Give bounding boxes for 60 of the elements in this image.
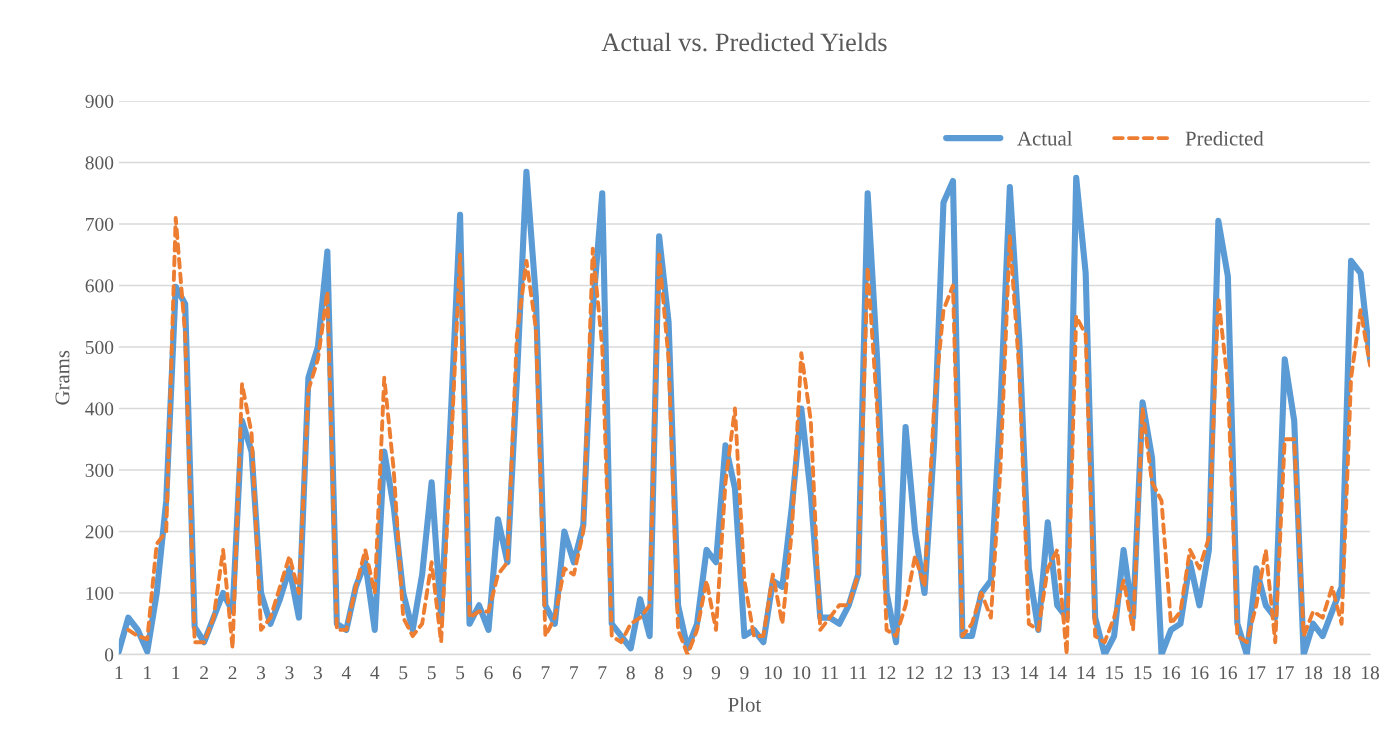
y-tick-label: 500 <box>85 340 114 354</box>
y-tick-label: 300 <box>85 463 114 477</box>
x-tick-label: 10 <box>764 666 782 680</box>
legend-label: Actual <box>1017 130 1073 146</box>
x-tick-label: 1 <box>172 666 180 680</box>
y-axis-title: Grams <box>55 350 70 405</box>
x-tick-label: 4 <box>341 666 351 680</box>
x-tick-label: 3 <box>257 666 266 680</box>
x-tick-label: 11 <box>822 666 838 680</box>
x-tick-label: 12 <box>935 666 953 680</box>
x-tick-label: 5 <box>427 666 436 680</box>
y-tick-label: 200 <box>85 525 114 539</box>
x-tick-label: 8 <box>626 666 635 680</box>
y-tick-label: 700 <box>86 217 114 231</box>
x-tick-label: 3 <box>285 666 294 680</box>
chart-title: Actual vs. Predicted Yields <box>601 32 887 52</box>
x-tick-label: 10 <box>793 666 811 680</box>
x-tick-label: 18 <box>1305 666 1323 680</box>
x-tick-label: 8 <box>655 666 664 680</box>
y-tick-label: 600 <box>85 279 114 293</box>
x-tick-label: 17 <box>1276 666 1294 680</box>
x-tick-label: 14 <box>1049 666 1067 680</box>
x-tick-label: 16 <box>1191 666 1209 680</box>
x-tick-label: 18 <box>1333 666 1351 680</box>
x-tick-label: 14 <box>1020 666 1039 680</box>
y-tick-label: 400 <box>85 402 114 416</box>
x-tick-label: 13 <box>992 666 1010 680</box>
x-tick-label: 2 <box>228 666 237 680</box>
x-tick-label: 11 <box>850 666 867 680</box>
x-tick-label: 5 <box>399 666 408 680</box>
x-tick-label: 12 <box>907 666 924 680</box>
x-tick-label: 15 <box>1134 666 1152 680</box>
x-tick-label: 4 <box>370 666 380 680</box>
x-tick-label: 9 <box>711 666 721 680</box>
y-tick-label: 0 <box>104 648 114 662</box>
x-tick-label: 15 <box>1106 666 1124 680</box>
x-tick-label: 5 <box>456 666 465 680</box>
x-tick-label: 16 <box>1219 666 1237 680</box>
x-tick-label: 6 <box>512 666 522 680</box>
x-tick-label: 1 <box>144 666 151 680</box>
y-tick-label: 900 <box>85 94 114 108</box>
x-tick-label: 16 <box>1162 666 1181 680</box>
x-tick-label: 17 <box>1248 666 1266 680</box>
x-tick-label: 18 <box>1362 666 1380 680</box>
y-tick-label: 100 <box>86 586 114 600</box>
x-tick-label: 7 <box>570 666 579 680</box>
x-tick-label: 13 <box>963 666 981 680</box>
x-axis-title: Plot <box>728 697 762 712</box>
x-tick-label: 7 <box>598 666 607 680</box>
x-tick-label: 9 <box>740 666 749 680</box>
x-tick-label: 12 <box>878 666 896 680</box>
y-tick-label: 800 <box>85 156 114 170</box>
x-tick-label: 7 <box>541 666 550 680</box>
x-tick-label: 9 <box>683 666 692 680</box>
x-tick-label: 6 <box>484 666 493 680</box>
x-tick-label: 3 <box>313 666 322 680</box>
x-tick-label: 14 <box>1077 666 1096 680</box>
x-tick-label: 1 <box>115 666 123 680</box>
x-tick-label: 2 <box>200 666 208 680</box>
legend-label: Predicted <box>1185 130 1264 146</box>
